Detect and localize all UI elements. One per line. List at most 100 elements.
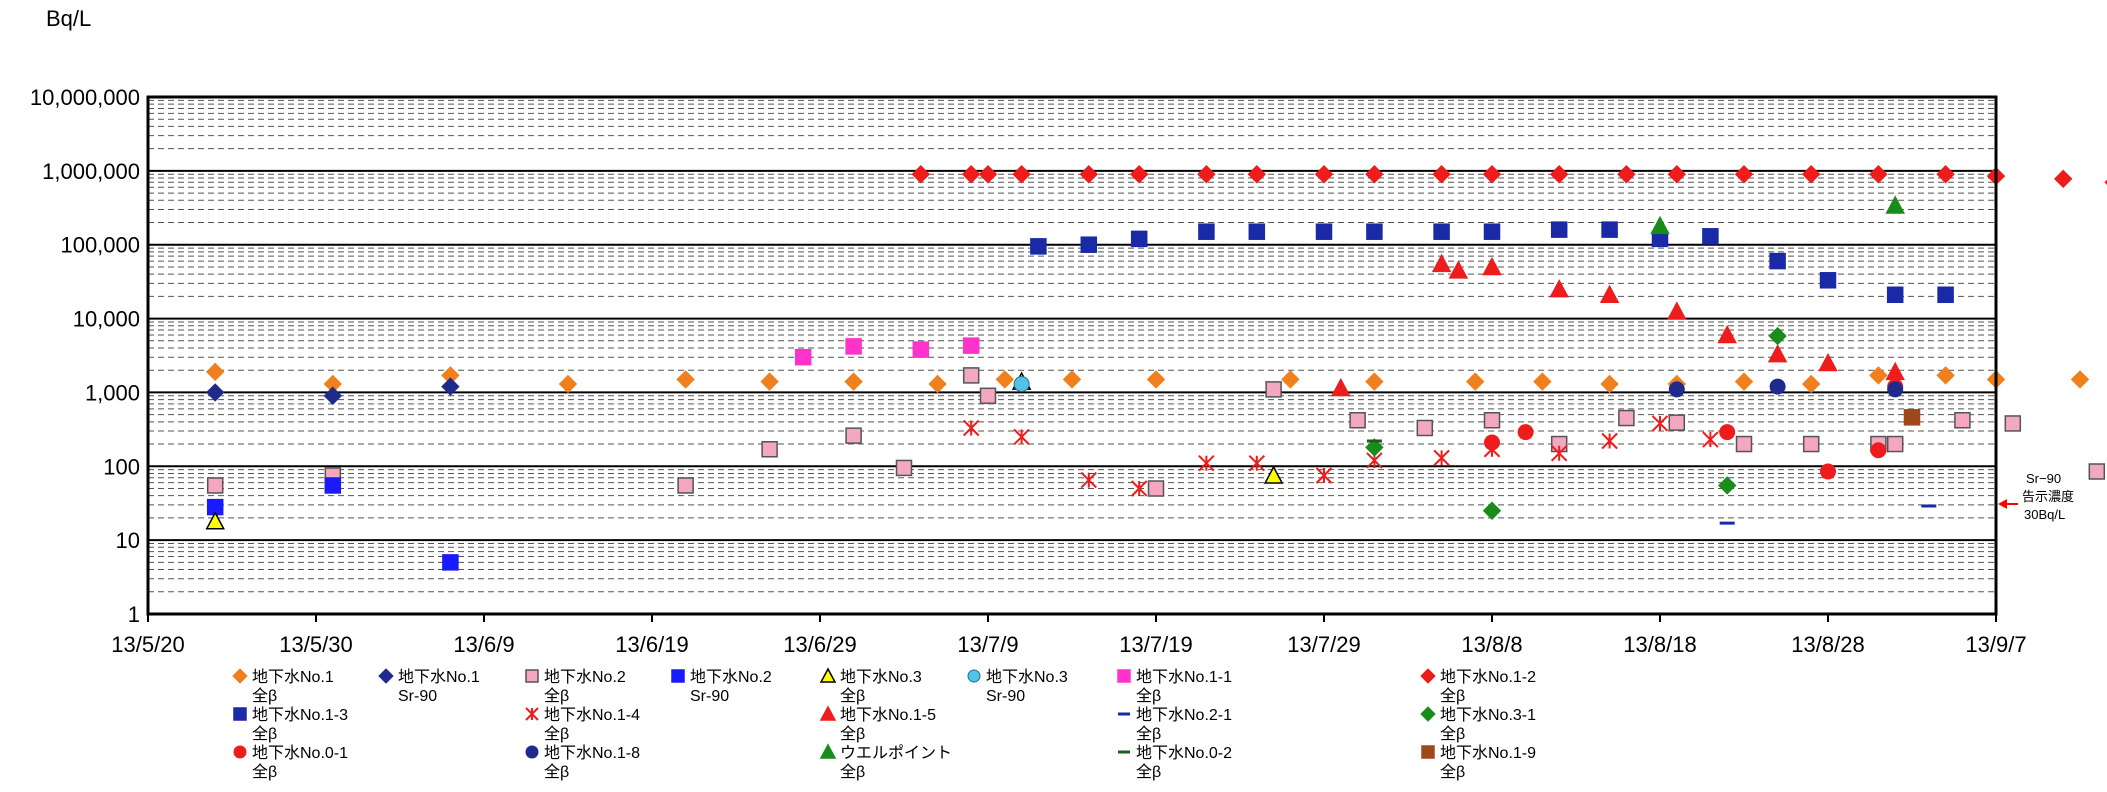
data-point	[794, 348, 812, 366]
y-tick-label: 100,000	[60, 233, 140, 258]
legend-sublabel: 全β	[252, 687, 277, 705]
legend-label: 地下水No.2	[544, 668, 626, 686]
data-point	[1887, 381, 1904, 398]
data-point	[1735, 435, 1753, 453]
x-tick-label: 13/7/9	[957, 632, 1018, 657]
series-12	[1365, 326, 1787, 520]
legend-sublabel: Sr-90	[986, 688, 1025, 705]
data-point	[1820, 463, 1836, 480]
data-point	[1197, 165, 1216, 184]
data-point	[1366, 439, 1382, 443]
data-point	[760, 372, 779, 391]
legend-sublabel: 全β	[544, 687, 569, 705]
legend-sublabel: 全β	[1136, 725, 1161, 743]
data-point	[1903, 409, 1921, 426]
legend-marker	[1420, 668, 1436, 684]
data-point	[1818, 352, 1838, 372]
legend-label: 地下水No.3	[986, 668, 1068, 686]
data-point	[1517, 424, 1534, 441]
data-point	[844, 372, 863, 391]
series-7	[911, 165, 2107, 189]
legend-marker	[525, 669, 539, 683]
data-point	[1668, 381, 1685, 398]
data-point	[1416, 419, 1434, 437]
data-point	[1247, 165, 1267, 184]
data-point	[1465, 372, 1485, 391]
data-point	[323, 386, 343, 406]
data-point	[205, 383, 225, 402]
legend-label: 地下水No.2	[690, 668, 772, 686]
data-point	[2070, 370, 2090, 389]
data-point	[1062, 370, 1082, 389]
legend-marker	[232, 668, 248, 684]
data-point	[1483, 223, 1501, 240]
legend-label: 地下水No.1-3	[252, 706, 348, 724]
legend-label: 地下水No.3-1	[1440, 706, 1536, 724]
data-point	[1079, 165, 1099, 184]
x-tick-label: 13/6/29	[783, 632, 856, 657]
series-17	[1903, 409, 1921, 426]
y-axis-label: Bq/L	[46, 6, 91, 31]
x-tick-label: 13/8/18	[1623, 632, 1696, 657]
data-point	[1954, 412, 1971, 429]
data-point	[912, 341, 930, 358]
data-point	[1080, 471, 1098, 489]
data-point	[442, 554, 459, 571]
data-point	[1719, 521, 1735, 525]
data-point	[1265, 381, 1282, 398]
data-point	[1819, 272, 1837, 289]
data-point	[1315, 223, 1333, 240]
data-point	[1129, 165, 1149, 184]
data-point	[1869, 165, 1888, 184]
data-point	[1769, 252, 1786, 270]
data-point	[1533, 372, 1552, 391]
data-point	[1550, 445, 1568, 462]
series-3	[206, 477, 459, 571]
data-point	[1147, 480, 1165, 497]
data-point	[962, 337, 980, 354]
data-point	[1331, 377, 1351, 397]
legend-marker	[1421, 745, 1435, 759]
legend-marker	[819, 705, 837, 721]
data-point	[962, 367, 980, 384]
data-point	[2004, 415, 2022, 432]
legend-marker	[1118, 712, 1130, 716]
data-point	[1734, 165, 1754, 184]
legend-label: 地下水No.0-1	[252, 744, 348, 762]
data-point	[1550, 221, 1568, 238]
y-tick-label: 1,000	[85, 380, 140, 405]
data-point	[1936, 165, 1955, 184]
data-point	[1549, 279, 1569, 298]
series-15	[1650, 195, 1905, 235]
data-point	[1921, 504, 1937, 508]
data-point	[1869, 366, 1888, 385]
data-point	[1482, 165, 1502, 184]
data-point	[845, 338, 862, 355]
legend-sublabel: 全β	[252, 763, 277, 781]
data-point	[1365, 438, 1384, 457]
data-point	[979, 387, 997, 405]
annotation-line1: Sr−90	[2026, 471, 2061, 486]
y-tick-label: 100	[103, 454, 140, 479]
x-tick-label: 13/5/20	[111, 632, 184, 657]
legend-label: 地下水No.0-2	[1136, 744, 1232, 762]
legend-marker	[233, 707, 247, 721]
data-point	[1012, 165, 1031, 184]
data-point	[1886, 286, 1904, 304]
data-point	[1448, 260, 1469, 279]
data-point	[1651, 415, 1669, 432]
data-point	[1314, 165, 1334, 184]
data-point	[1198, 223, 1215, 240]
data-point	[1365, 372, 1384, 391]
data-point	[1349, 412, 1366, 429]
legend-marker	[819, 743, 837, 759]
legend-sublabel: 全β	[252, 725, 277, 743]
data-point	[1432, 165, 1451, 184]
series-5	[1013, 376, 1030, 393]
data-point	[1717, 324, 1737, 344]
legend-label: 地下水No.3	[840, 668, 922, 686]
data-point	[1130, 480, 1148, 497]
legend-label: 地下水No.2-1	[1136, 706, 1232, 724]
data-point	[911, 165, 931, 184]
y-tick-label: 1,000,000	[42, 159, 140, 184]
